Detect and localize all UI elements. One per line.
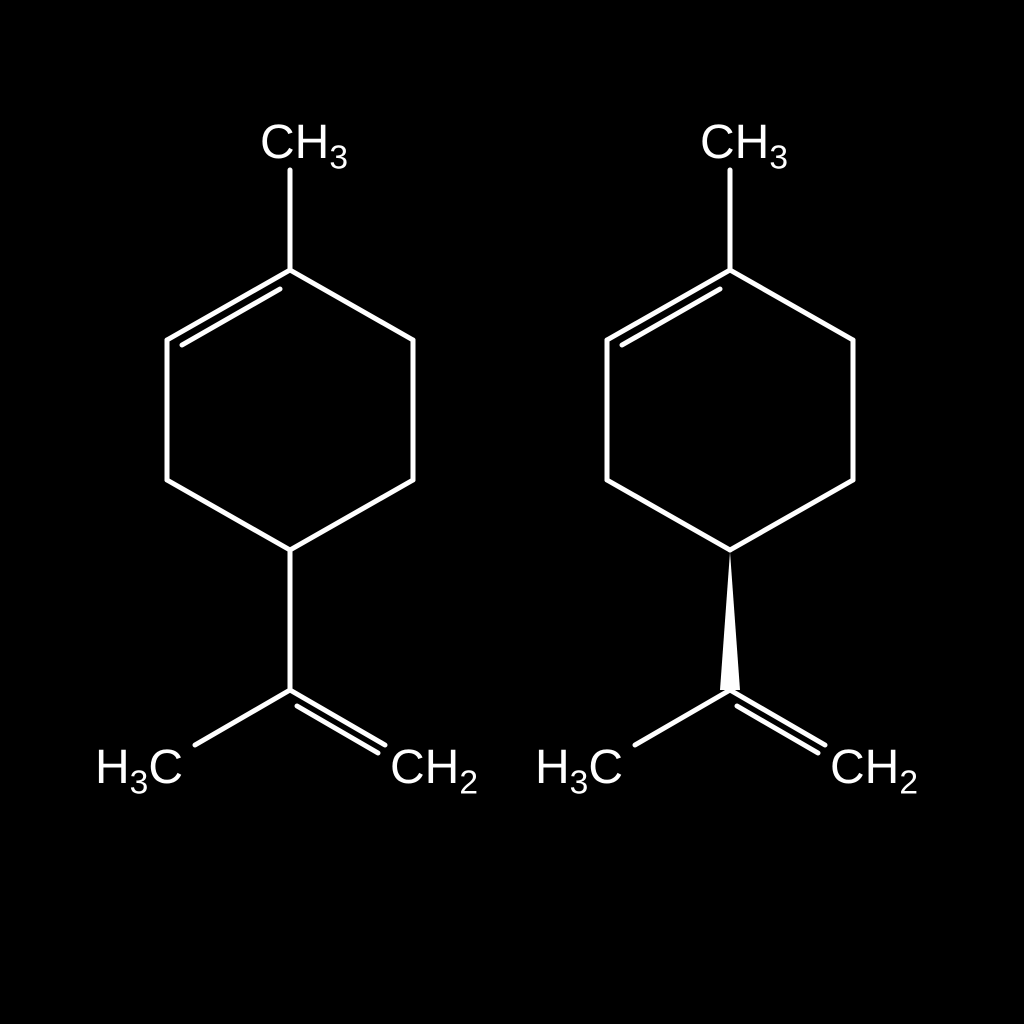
label-h3c-1: H3C bbox=[535, 740, 623, 803]
label-ch2-1: CH2 bbox=[830, 740, 918, 803]
chemical-diagram bbox=[0, 0, 1024, 1024]
label-h3c-0: H3C bbox=[95, 740, 183, 803]
label-ch2-0: CH2 bbox=[390, 740, 478, 803]
label-ch3-top-1: CH3 bbox=[700, 115, 788, 178]
label-ch3-top-0: CH3 bbox=[260, 115, 348, 178]
